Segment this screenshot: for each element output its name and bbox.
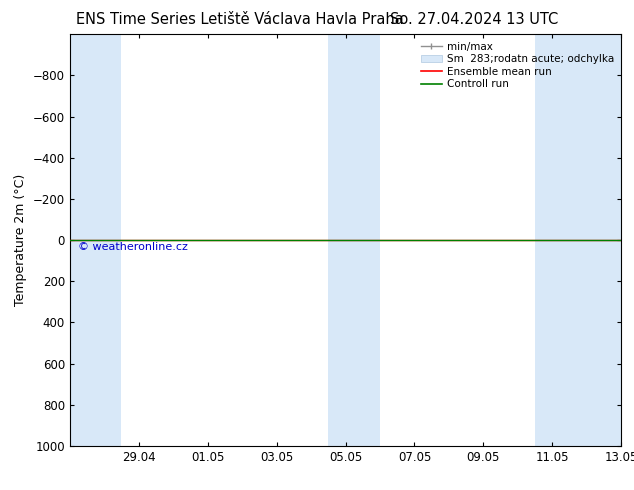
Bar [70, 34, 122, 446]
Text: © weatheronline.cz: © weatheronline.cz [78, 242, 188, 252]
Y-axis label: Temperature 2m (°C): Temperature 2m (°C) [14, 174, 27, 306]
Text: So. 27.04.2024 13 UTC: So. 27.04.2024 13 UTC [390, 12, 558, 27]
Legend: min/max, Sm  283;rodatn acute; odchylka, Ensemble mean run, Controll run: min/max, Sm 283;rodatn acute; odchylka, … [418, 40, 616, 92]
Bar [535, 34, 621, 446]
Bar [328, 34, 380, 446]
Text: ENS Time Series Letiště Václava Havla Praha: ENS Time Series Letiště Václava Havla Pr… [76, 12, 404, 27]
